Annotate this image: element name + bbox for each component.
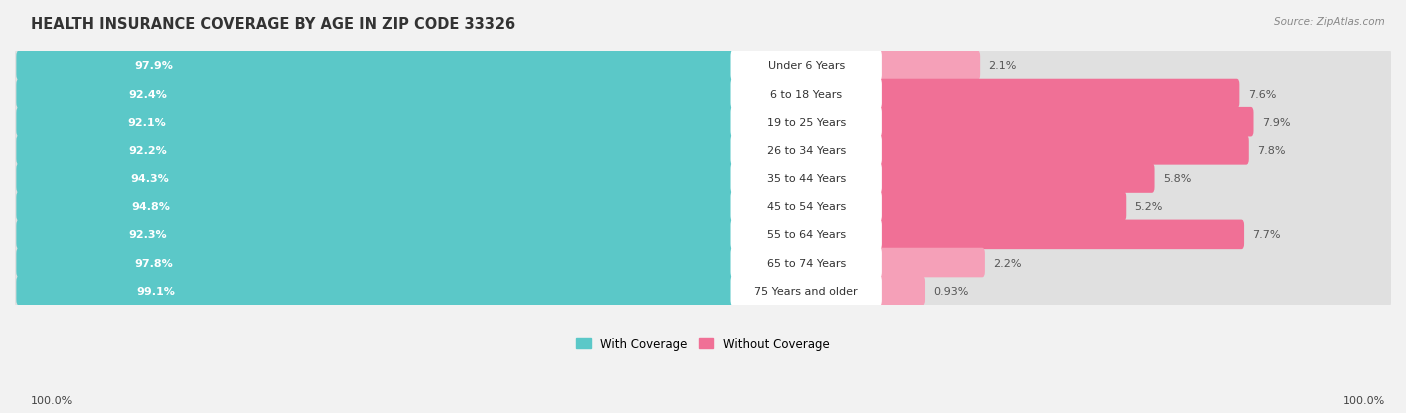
FancyBboxPatch shape xyxy=(876,108,1254,137)
Text: 19 to 25 Years: 19 to 25 Years xyxy=(766,117,846,127)
FancyBboxPatch shape xyxy=(876,220,1244,249)
FancyBboxPatch shape xyxy=(17,164,763,193)
FancyBboxPatch shape xyxy=(17,276,801,306)
Text: 6 to 18 Years: 6 to 18 Years xyxy=(770,89,842,99)
Text: 100.0%: 100.0% xyxy=(31,395,73,405)
Text: 97.9%: 97.9% xyxy=(135,61,173,71)
FancyBboxPatch shape xyxy=(15,47,1391,85)
Text: 92.4%: 92.4% xyxy=(128,89,167,99)
Text: 94.8%: 94.8% xyxy=(131,202,170,212)
Text: 45 to 54 Years: 45 to 54 Years xyxy=(766,202,846,212)
Text: 0.93%: 0.93% xyxy=(934,286,969,296)
Text: 5.8%: 5.8% xyxy=(1163,173,1191,184)
FancyBboxPatch shape xyxy=(876,52,980,81)
Text: 65 to 74 Years: 65 to 74 Years xyxy=(766,258,846,268)
Text: 2.1%: 2.1% xyxy=(988,61,1017,71)
FancyBboxPatch shape xyxy=(15,188,1391,226)
FancyBboxPatch shape xyxy=(731,218,882,251)
Text: 7.7%: 7.7% xyxy=(1253,230,1281,240)
FancyBboxPatch shape xyxy=(731,134,882,167)
FancyBboxPatch shape xyxy=(876,192,1126,221)
Text: 5.2%: 5.2% xyxy=(1135,202,1163,212)
Text: 92.1%: 92.1% xyxy=(128,117,167,127)
Text: 97.8%: 97.8% xyxy=(135,258,173,268)
FancyBboxPatch shape xyxy=(17,136,748,165)
Text: 92.3%: 92.3% xyxy=(128,230,167,240)
FancyBboxPatch shape xyxy=(876,80,1239,109)
FancyBboxPatch shape xyxy=(15,103,1391,142)
Text: 2.2%: 2.2% xyxy=(993,258,1022,268)
Text: 55 to 64 Years: 55 to 64 Years xyxy=(766,230,846,240)
FancyBboxPatch shape xyxy=(17,108,747,137)
Text: 7.6%: 7.6% xyxy=(1247,89,1277,99)
FancyBboxPatch shape xyxy=(731,275,882,307)
FancyBboxPatch shape xyxy=(876,164,1154,193)
FancyBboxPatch shape xyxy=(731,190,882,223)
FancyBboxPatch shape xyxy=(876,276,925,306)
FancyBboxPatch shape xyxy=(15,75,1391,114)
Text: 100.0%: 100.0% xyxy=(1343,395,1385,405)
Text: 35 to 44 Years: 35 to 44 Years xyxy=(766,173,846,184)
Text: 26 to 34 Years: 26 to 34 Years xyxy=(766,145,846,155)
Text: HEALTH INSURANCE COVERAGE BY AGE IN ZIP CODE 33326: HEALTH INSURANCE COVERAGE BY AGE IN ZIP … xyxy=(31,17,515,31)
Text: 75 Years and older: 75 Years and older xyxy=(755,286,858,296)
FancyBboxPatch shape xyxy=(876,248,984,278)
FancyBboxPatch shape xyxy=(17,248,792,278)
Text: 94.3%: 94.3% xyxy=(131,173,169,184)
FancyBboxPatch shape xyxy=(17,80,749,109)
Text: 7.8%: 7.8% xyxy=(1257,145,1285,155)
FancyBboxPatch shape xyxy=(731,78,882,110)
Text: Under 6 Years: Under 6 Years xyxy=(768,61,845,71)
FancyBboxPatch shape xyxy=(17,52,793,81)
Text: 99.1%: 99.1% xyxy=(136,286,174,296)
FancyBboxPatch shape xyxy=(876,136,1249,165)
FancyBboxPatch shape xyxy=(15,159,1391,198)
FancyBboxPatch shape xyxy=(731,50,882,82)
Text: 7.9%: 7.9% xyxy=(1261,117,1291,127)
FancyBboxPatch shape xyxy=(15,216,1391,254)
FancyBboxPatch shape xyxy=(15,131,1391,170)
FancyBboxPatch shape xyxy=(731,162,882,195)
FancyBboxPatch shape xyxy=(17,220,748,249)
Text: 92.2%: 92.2% xyxy=(128,145,167,155)
FancyBboxPatch shape xyxy=(15,272,1391,310)
FancyBboxPatch shape xyxy=(17,192,768,221)
FancyBboxPatch shape xyxy=(731,247,882,279)
Legend: With Coverage, Without Coverage: With Coverage, Without Coverage xyxy=(572,332,834,355)
FancyBboxPatch shape xyxy=(15,244,1391,282)
Text: Source: ZipAtlas.com: Source: ZipAtlas.com xyxy=(1274,17,1385,26)
FancyBboxPatch shape xyxy=(731,106,882,138)
